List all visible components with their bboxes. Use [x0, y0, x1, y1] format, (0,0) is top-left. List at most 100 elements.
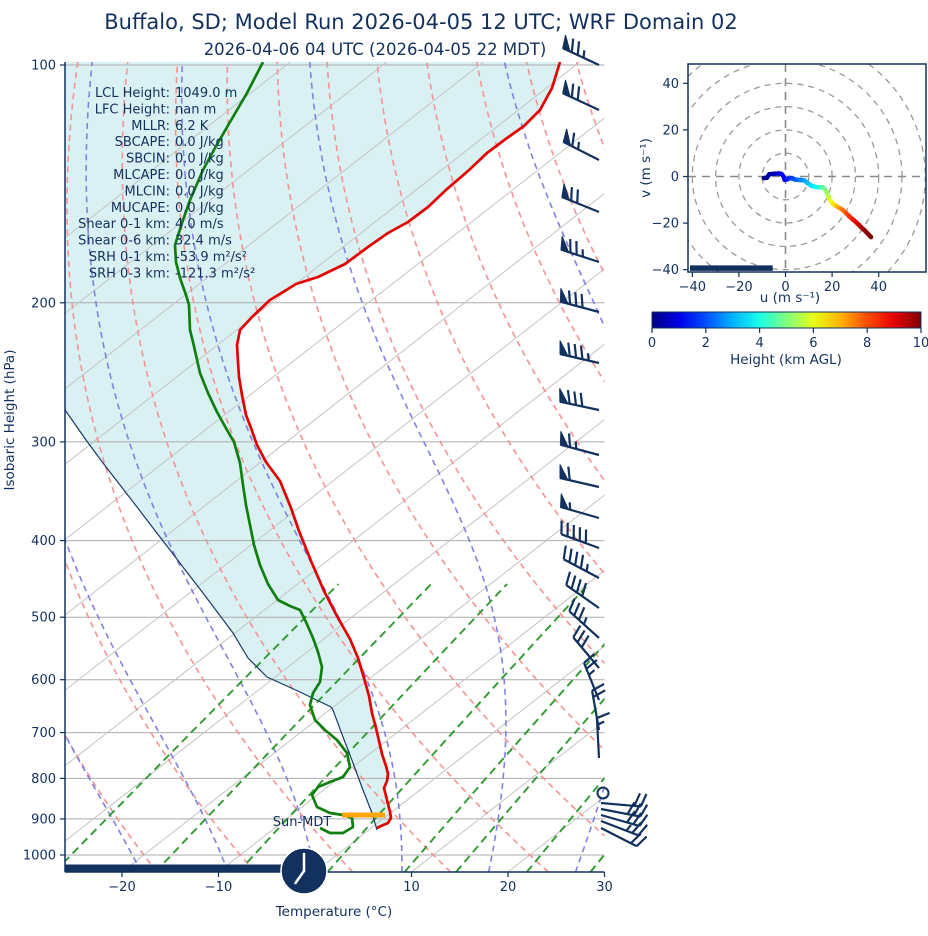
hodograph-plot-area [688, 64, 926, 272]
colorbar-tick-label: 2 [702, 336, 710, 351]
dry-adiabat [326, 62, 605, 665]
colorbar-tick-label: 4 [755, 336, 763, 351]
mixing-ratio-lines [65, 583, 605, 872]
hodograph-ring [714, 105, 857, 248]
height-colorbar: 0 2 4 6 8 10 [648, 311, 928, 351]
wind-barb-icon [559, 464, 600, 489]
dry-adiabat [826, 62, 928, 872]
pressure-tick-label: 300 [31, 435, 56, 450]
dry-adiabat [676, 62, 928, 872]
barb-pennant [559, 340, 569, 357]
dry-adiabat [376, 62, 605, 575]
sounding-stat-label: MUCAPE: [111, 201, 170, 216]
sounding-stat-label: SBCAPE: [115, 135, 170, 150]
temperature-tick-label: 10 [403, 880, 420, 895]
moist-adiabat [85, 62, 316, 872]
sounding-stat-label: MLLR: [131, 119, 170, 134]
hodograph-v-tick-label: −40 [652, 263, 679, 278]
pressure-gridlines [65, 64, 605, 856]
barb-pennant [562, 34, 571, 53]
dry-adiabat [65, 558, 256, 872]
hodograph-xlabel: u (m s⁻¹) [760, 290, 820, 306]
moist-adiabat [308, 62, 507, 872]
hodograph-ring [691, 82, 880, 271]
moist-adiabat [65, 537, 229, 872]
calm-wind-icon [596, 786, 610, 800]
hodograph-v-tick-label: 20 [662, 123, 679, 138]
sun-time-label: Sun-MDT [273, 815, 332, 830]
isotherms [65, 62, 605, 872]
mixing-ratio-line [455, 697, 605, 872]
mixing-ratio-line [65, 583, 340, 863]
sounding-stat-value: 1049.0 m [175, 86, 237, 101]
moist-adiabat [749, 62, 928, 872]
dry-adiabat [876, 62, 928, 872]
sounding-stat-value: 0.0 J/kg [175, 152, 224, 167]
sounding-stat-value: 32.4 m/s [175, 234, 232, 249]
moist-adiabat [662, 62, 872, 872]
barb-pennant [562, 79, 571, 98]
wind-barbs [559, 34, 649, 848]
parcel-profile-line [65, 409, 378, 831]
hodograph-u-tick-label: −40 [679, 280, 706, 295]
dry-adiabat [426, 62, 605, 482]
pressure-tick-label: 800 [31, 772, 56, 787]
moist-adiabat [180, 62, 403, 872]
pressure-tick-label: 1000 [23, 849, 56, 864]
barb-pennant [562, 128, 572, 147]
wind-barb-icon [600, 792, 648, 808]
moist-adiabats [65, 62, 928, 872]
barb-pennant [559, 431, 570, 448]
hodograph-u-tick-label: 0 [781, 280, 789, 295]
sounding-stat-value: 0.0 J/kg [175, 135, 224, 150]
sounding-stat-label: Shear 0-6 km: [78, 234, 170, 249]
temperature-tick-label: −10 [205, 880, 232, 895]
wind-barb-icon [559, 431, 600, 457]
hodograph-frame [687, 63, 927, 273]
colorbar-tick-label: 8 [863, 336, 871, 351]
pressure-tick-label: 900 [31, 812, 56, 827]
hodograph-panel: −40 −20 0 20 40 40 20 0 −20 −40 [652, 63, 927, 295]
dewpoint-curve [173, 62, 355, 835]
sounding-stat-value: 0.0 J/kg [175, 168, 224, 183]
wind-barb-icon [582, 653, 601, 701]
hodograph-u-tick-label: 40 [870, 280, 887, 295]
dry-adiabats [65, 62, 928, 872]
dry-adiabat [174, 62, 549, 872]
barb-pennant [559, 388, 569, 405]
shaded-region [65, 62, 560, 830]
clock-hour-hand [294, 869, 306, 885]
wind-barb-icon [559, 340, 600, 365]
moist-adiabat [503, 62, 605, 872]
night-progress-bar [65, 864, 293, 873]
sounding-stat-value: 0.0 J/kg [175, 201, 224, 216]
hodograph-v-tick-label: 40 [662, 77, 679, 92]
dry-adiabat [726, 62, 928, 872]
pressure-tick-label: 600 [31, 673, 56, 688]
pressure-tick-label: 100 [31, 59, 56, 74]
temperature-tick-label: 30 [596, 880, 613, 895]
wind-barb-icon [562, 545, 600, 579]
sounding-stat-label: LFC Height: [95, 102, 170, 117]
wind-barb-icon [600, 801, 649, 818]
dry-adiabat [276, 62, 605, 752]
sounding-stat-label: SRH 0-1 km: [89, 250, 170, 265]
barb-pennant [560, 236, 570, 253]
dry-adiabat [121, 62, 452, 872]
wind-barb-icon [565, 571, 600, 609]
mixing-ratio-line [526, 776, 605, 872]
hodograph-v-tick-label: 0 [671, 170, 679, 185]
colorbar-label: Height (km AGL) [730, 352, 842, 368]
wind-barb-icon [560, 236, 600, 264]
mixing-ratio-line [154, 583, 432, 872]
wind-barb-icon [561, 183, 600, 214]
colorbar-tick-label: 6 [809, 336, 817, 351]
sounding-stat-value: 6.2 K [175, 119, 209, 134]
pressure-tick-label: 400 [31, 534, 56, 549]
wind-barb-icon [560, 520, 600, 550]
hodograph-ylabel: v (m s⁻¹) [638, 138, 654, 198]
sounding-stat-label: Shear 0-1 km: [78, 217, 170, 232]
hodograph-trace-segment [865, 231, 874, 240]
